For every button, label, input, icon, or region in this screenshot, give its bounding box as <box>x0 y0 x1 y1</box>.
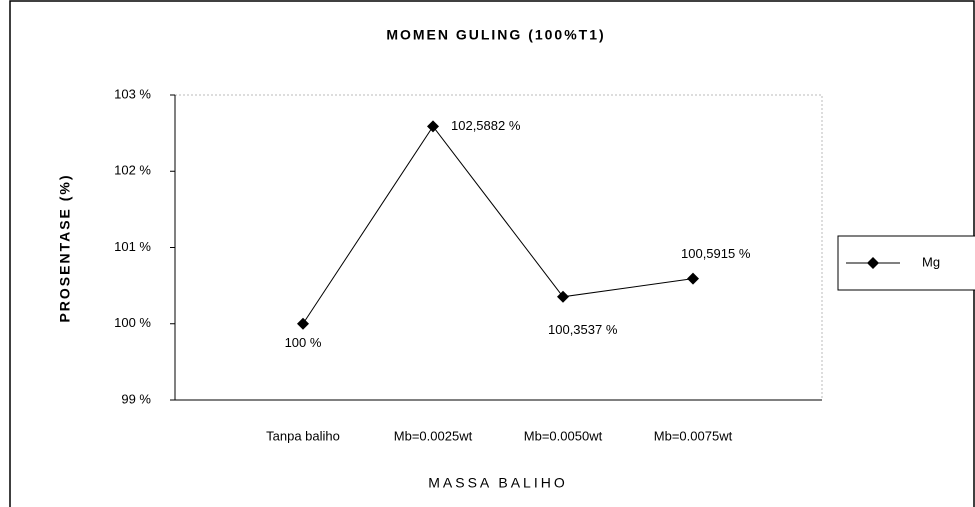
y-tick-label: 103 % <box>114 86 151 101</box>
chart-border <box>9 0 975 507</box>
y-tick-label: 102 % <box>114 163 151 178</box>
marker <box>687 272 699 285</box>
marker <box>557 290 569 303</box>
x-tick-label: Mb=0.0025wt <box>394 428 473 443</box>
y-tick-label: 101 % <box>114 239 151 254</box>
legend-label: Mg <box>922 254 940 269</box>
marker <box>297 317 309 330</box>
data-label: 100,5915 % <box>681 246 751 261</box>
y-tick-label: 100 % <box>114 315 151 330</box>
x-tick-label: Tanpa baliho <box>266 428 340 443</box>
x-axis-title: MASSA BALIHO <box>428 475 567 491</box>
marker <box>427 120 439 133</box>
data-label: 100 % <box>285 335 322 350</box>
y-tick-label: 99 % <box>121 391 151 406</box>
data-label: 100,3537 % <box>548 322 618 337</box>
data-label: 102,5882 % <box>451 118 521 133</box>
legend-marker <box>867 257 879 269</box>
chart-title: MOMEN GULING (100%T1) <box>386 27 605 43</box>
x-tick-label: Mb=0.0075wt <box>654 428 733 443</box>
y-axis-title: PROSENTASE (%) <box>57 173 73 322</box>
x-tick-label: Mb=0.0050wt <box>524 428 603 443</box>
series-line <box>302 125 694 325</box>
